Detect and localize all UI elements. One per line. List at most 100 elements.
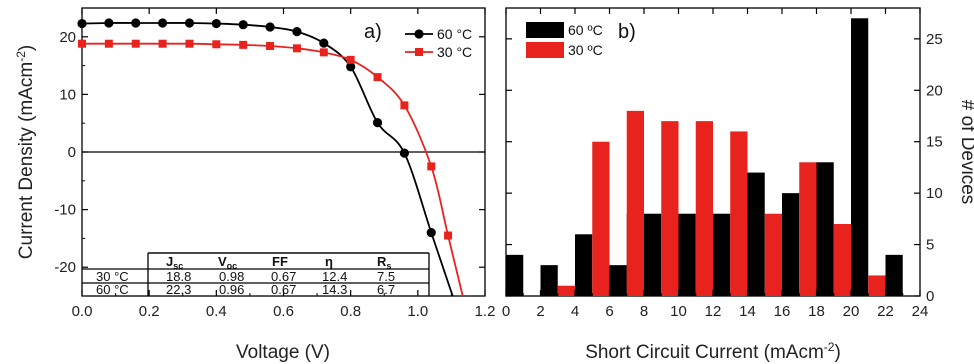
x-tick-label: 0.0 <box>72 303 93 320</box>
table-cell: 0.67 <box>271 282 296 297</box>
bar-60 <box>644 213 662 296</box>
bar-60 <box>747 172 765 296</box>
legend-marker-30 <box>415 48 423 56</box>
x-tick-label: 8 <box>640 303 648 320</box>
panel-b-label: b) <box>618 21 636 43</box>
panel-b-y-axis-label: # of Devices <box>957 100 974 205</box>
y-tick-label: 25 <box>926 31 943 48</box>
table-header-voc: Voc <box>218 254 237 271</box>
panel-a-parameter-table: Jsc Voc FF η Rs 30 °C 18.8 0.98 0.67 12.… <box>82 252 430 297</box>
x-tick-label: 4 <box>571 303 579 320</box>
data-point-30 <box>158 39 167 48</box>
y-tick-label: 15 <box>926 134 943 151</box>
panel-a-label: a) <box>364 21 382 43</box>
data-point-30 <box>400 101 409 110</box>
legend-marker-60 <box>414 29 424 39</box>
bar-30 <box>661 121 679 297</box>
bar-60 <box>816 162 834 296</box>
data-point-60 <box>319 38 329 48</box>
bar-60 <box>885 254 903 296</box>
table-cell: 7.5 <box>377 269 395 284</box>
panel-b-legend: 60 ºC 30 ºC <box>526 22 603 58</box>
data-point-60 <box>372 118 383 128</box>
y-tick-label: 10 <box>59 86 76 103</box>
table-row-label-60: 60 °C <box>96 282 129 297</box>
y-tick-label: 20 <box>926 82 943 99</box>
panel-a-series <box>77 18 464 297</box>
bar-30 <box>833 224 851 296</box>
data-point-30 <box>78 39 86 48</box>
y-tick-label: 0 <box>926 288 934 305</box>
data-point-30 <box>319 48 328 57</box>
legend-label-60: 60 ºC <box>568 22 603 38</box>
bar-30 <box>557 285 575 296</box>
table-cell: 14.3 <box>322 282 347 297</box>
table-header-eta: η <box>325 254 333 269</box>
panel-b-x-axis-label: Short Circuit Current (mAcm-2) <box>585 340 841 363</box>
legend-label-30: 30 °C <box>437 44 472 60</box>
bar-30 <box>695 121 713 297</box>
table-cell: 0.96 <box>219 282 244 297</box>
y-tick-label: 5 <box>926 237 934 254</box>
bar-60 <box>540 265 558 296</box>
x-tick-label: 0.4 <box>206 303 227 320</box>
table-row-label-30: 30 °C <box>96 269 129 284</box>
legend-swatch-60 <box>526 22 564 38</box>
bar-30 <box>764 213 782 296</box>
data-point-60 <box>131 18 141 28</box>
x-tick-label: 2 <box>536 303 544 320</box>
data-point-30 <box>131 39 140 48</box>
x-tick-label: 18 <box>808 303 825 320</box>
data-point-60 <box>292 27 302 37</box>
bar-60 <box>506 254 524 296</box>
table-cell: 18.8 <box>166 269 191 284</box>
data-point-60 <box>265 22 275 32</box>
bar-30 <box>592 141 610 296</box>
bar-60 <box>713 213 731 296</box>
panel-a-y-axis-label: Current Density (mAcm-2) <box>14 45 37 259</box>
data-point-30 <box>266 42 275 51</box>
x-tick-label: 12 <box>705 303 722 320</box>
y-tick-label: 10 <box>926 185 943 202</box>
x-tick-label: 0.2 <box>139 303 160 320</box>
bar-30 <box>730 131 748 296</box>
x-tick-label: 6 <box>605 303 613 320</box>
x-tick-label: 1.0 <box>407 303 428 320</box>
legend-label-60: 60 °C <box>437 26 472 42</box>
x-tick-label: 0 <box>502 303 510 320</box>
bar-60 <box>782 193 800 296</box>
table-cell: 22.3 <box>166 282 191 297</box>
x-tick-label: 20 <box>843 303 860 320</box>
data-point-60 <box>77 18 87 29</box>
y-tick-label: 20 <box>59 29 76 46</box>
data-point-60 <box>399 148 409 158</box>
data-point-30 <box>444 231 453 240</box>
table-cell: 6.7 <box>377 282 395 297</box>
x-tick-label: 1.2 <box>475 303 496 320</box>
data-point-30 <box>373 73 382 82</box>
data-point-60 <box>426 228 436 238</box>
table-cell: 0.98 <box>219 269 244 284</box>
bar-60 <box>575 234 593 296</box>
data-point-30 <box>104 39 113 48</box>
data-point-30 <box>239 40 248 49</box>
data-point-30 <box>427 162 436 171</box>
bar-60 <box>678 213 696 296</box>
legend-label-30: 30 ºC <box>568 42 603 58</box>
legend-swatch-30 <box>526 42 564 58</box>
data-point-30 <box>185 39 194 48</box>
table-cell: 12.4 <box>322 269 347 284</box>
data-point-30 <box>292 44 301 53</box>
bar-30 <box>868 275 886 296</box>
panel-a-x-axis-label: Voltage (V) <box>236 342 330 363</box>
data-point-60 <box>184 18 195 28</box>
y-tick-label: 0 <box>68 144 76 161</box>
data-point-60 <box>104 18 114 28</box>
x-tick-label: 22 <box>877 303 894 320</box>
data-point-60 <box>211 18 221 29</box>
data-point-60 <box>158 18 168 28</box>
panel-b-bars <box>506 18 903 297</box>
y-tick-label: -20 <box>54 259 76 276</box>
